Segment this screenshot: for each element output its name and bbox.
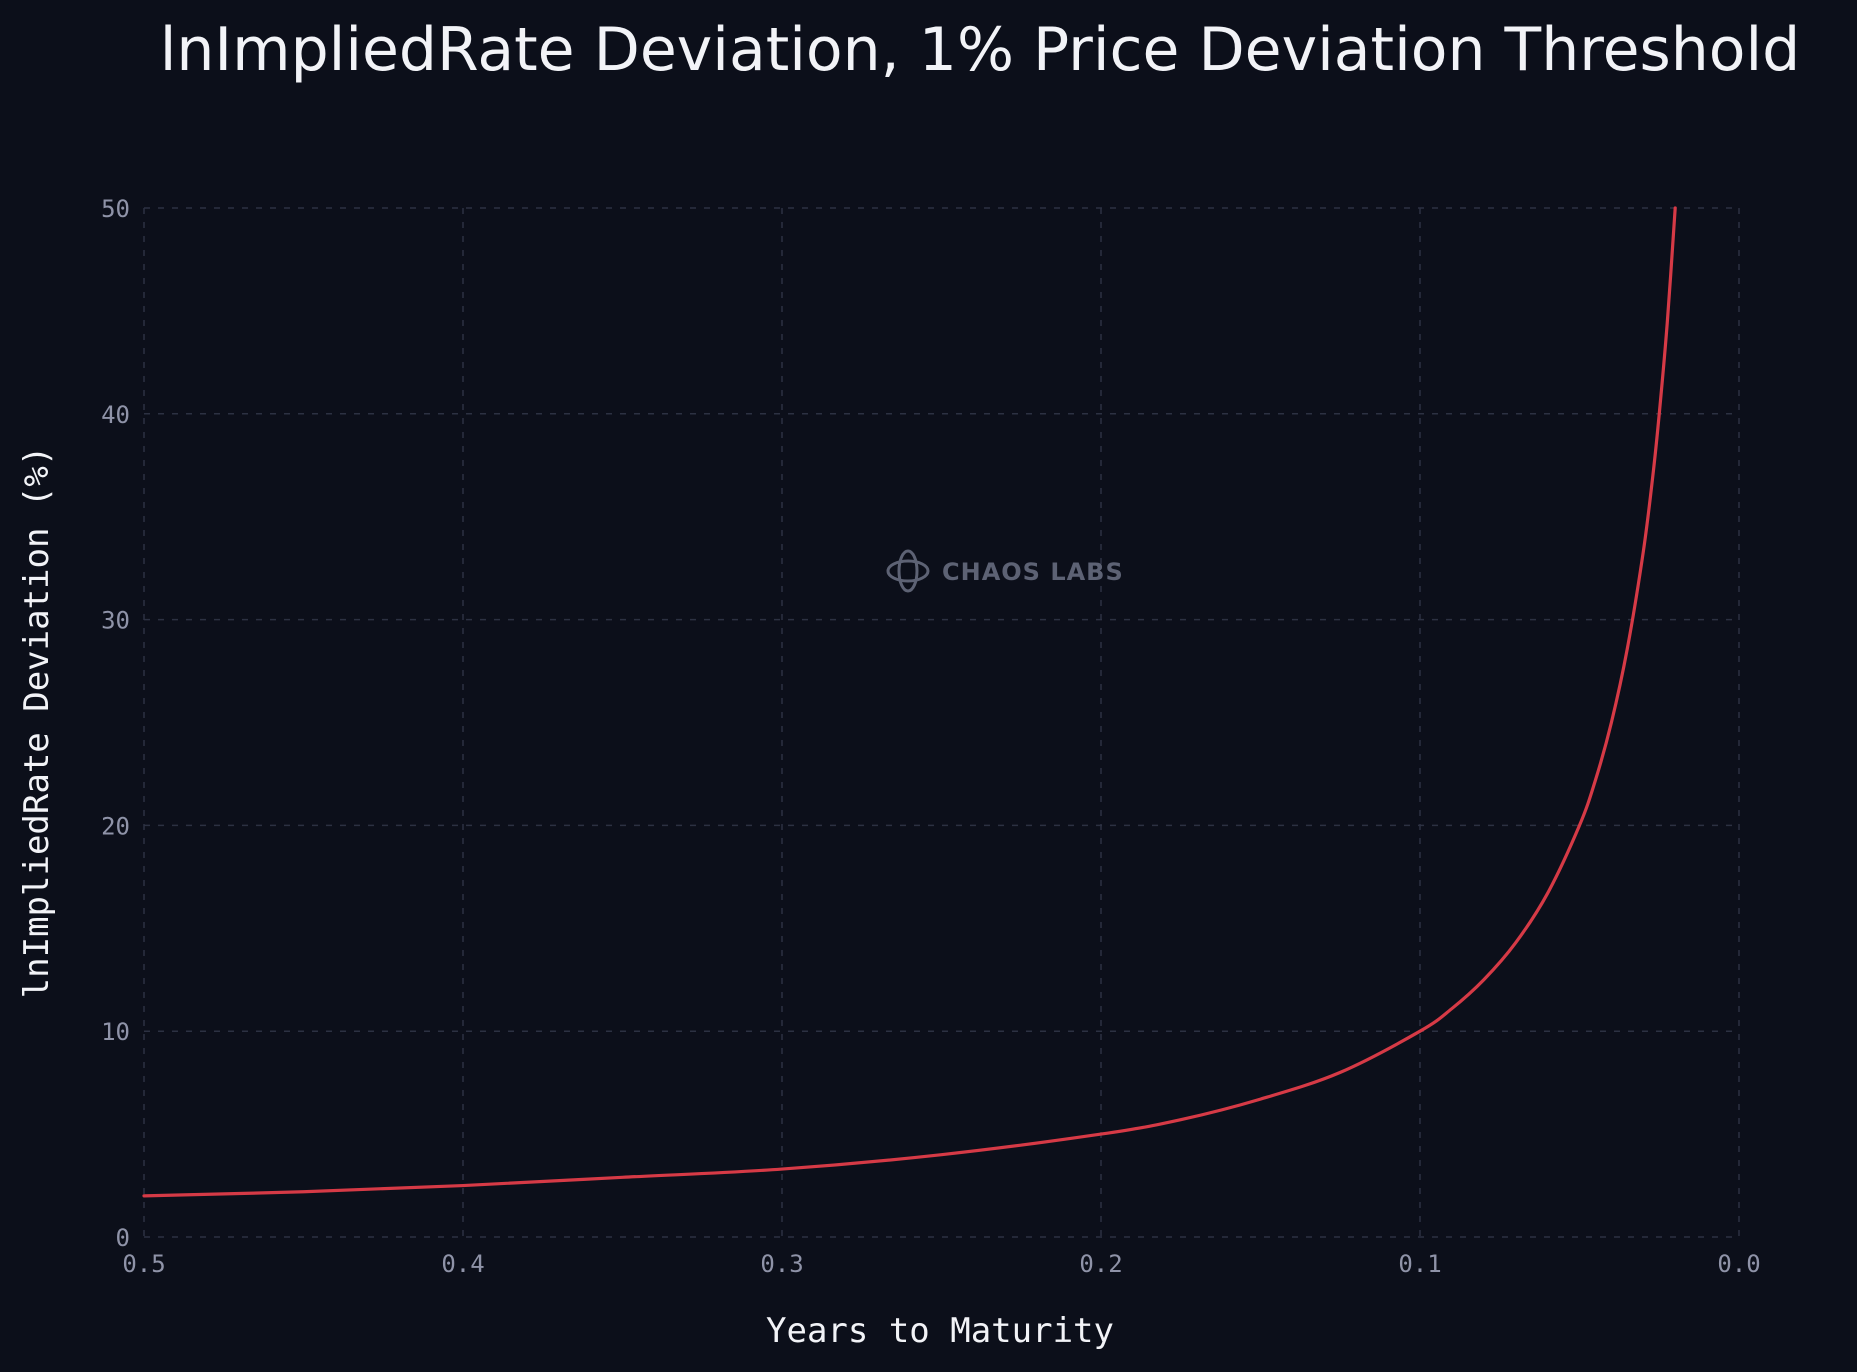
y-tick-label: 20 [101,812,130,840]
watermark: CHAOS LABS [886,549,1124,593]
y-axis-label: lnImpliedRate Deviation (%) [17,446,57,999]
chaos-labs-logo-icon [886,549,930,593]
watermark-text: CHAOS LABS [942,558,1124,586]
x-tick-label: 0.3 [760,1250,803,1278]
x-tick-labels: 0.5 0.4 0.3 0.2 0.1 0.0 [122,1250,1760,1278]
y-tick-label: 40 [101,401,130,429]
series-line-0 [142,206,1677,1198]
x-tick-label: 0.2 [1079,1250,1122,1278]
chart-title: lnImpliedRate Deviation, 1% Price Deviat… [160,15,1801,85]
x-axis-label: Years to Maturity [766,1311,1114,1351]
y-tick-label: 0 [116,1224,130,1252]
series-layer [142,206,1677,1198]
grid [143,207,1740,1238]
y-tick-label: 30 [101,607,130,635]
y-tick-label: 10 [101,1018,130,1046]
y-tick-labels: 0 10 20 30 40 50 [101,195,130,1252]
y-tick-label: 50 [101,195,130,223]
x-tick-label: 0.4 [441,1250,484,1278]
x-tick-label: 0.0 [1717,1250,1760,1278]
x-tick-label: 0.1 [1398,1250,1441,1278]
x-tick-label: 0.5 [122,1250,165,1278]
